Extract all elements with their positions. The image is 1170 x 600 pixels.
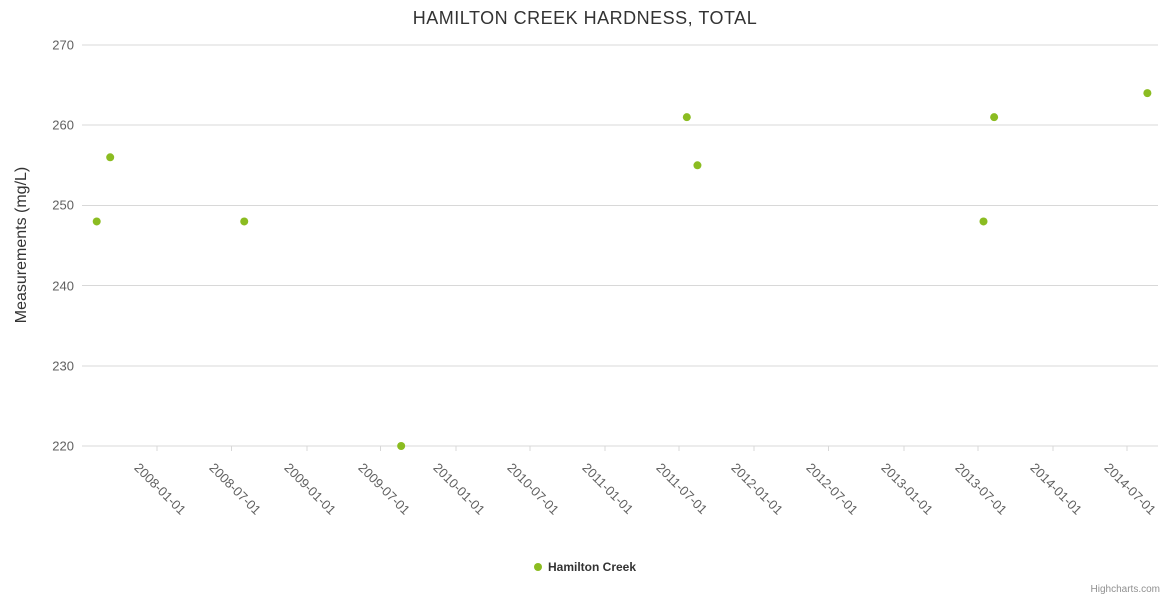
- data-point[interactable]: [92, 217, 101, 226]
- data-point[interactable]: [682, 113, 691, 122]
- data-point[interactable]: [1143, 89, 1152, 98]
- data-point[interactable]: [693, 161, 702, 170]
- highcharts-credits-link[interactable]: Highcharts.com: [1090, 584, 1160, 595]
- y-axis-label: 220: [52, 438, 74, 454]
- y-axis-label: 270: [52, 37, 74, 53]
- data-point[interactable]: [979, 217, 988, 226]
- legend-item-hamilton-creek[interactable]: Hamilton Creek: [533, 560, 637, 574]
- y-axis-label: 260: [52, 117, 74, 133]
- series-marker-icon: [533, 563, 542, 571]
- y-axis-label: 240: [52, 278, 74, 294]
- legend-item-label: Hamilton Creek: [547, 560, 637, 574]
- data-point[interactable]: [397, 442, 406, 450]
- y-axis-label: 230: [52, 358, 74, 374]
- data-point[interactable]: [990, 113, 999, 122]
- chart-title: HAMILTON CREEK HARDNESS, TOTAL: [412, 8, 758, 28]
- legend: Hamilton Creek: [0, 560, 1170, 574]
- data-point[interactable]: [240, 217, 249, 226]
- y-axis-label: 250: [52, 197, 74, 213]
- data-point[interactable]: [106, 153, 115, 162]
